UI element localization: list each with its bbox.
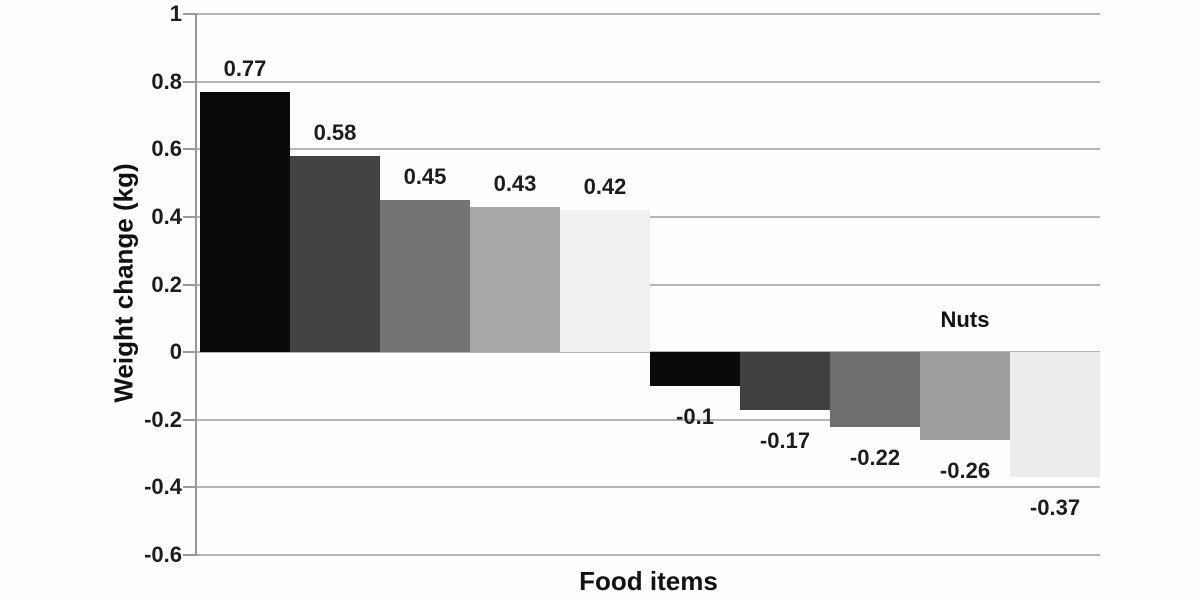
bar-value-label: 0.45	[403, 163, 447, 189]
y-axis-tick	[183, 486, 195, 489]
bar-value-label: 0.77	[223, 55, 267, 81]
y-axis-tick	[183, 554, 195, 556]
bar	[290, 156, 380, 353]
y-tick-label: 0.4	[151, 203, 182, 229]
bar	[1010, 352, 1100, 478]
bar	[560, 210, 650, 353]
bar-value-label: 0.43	[493, 170, 537, 196]
gridline	[197, 418, 1100, 421]
bar	[830, 352, 920, 427]
x-axis-title: Food items	[579, 566, 718, 596]
gridline	[197, 80, 1100, 83]
y-tick-label: 0.6	[151, 136, 182, 162]
y-tick-label: 1	[169, 1, 182, 26]
y-tick-label: -0.6	[144, 542, 182, 567]
bar-value-label: -0.22	[849, 444, 901, 470]
bar	[380, 199, 470, 353]
y-axis-tick	[183, 13, 195, 15]
y-axis-tick	[183, 215, 195, 218]
bar-value-label: 0.58	[313, 120, 357, 145]
bar	[920, 352, 1010, 441]
bar-value-label: 0.42	[583, 174, 627, 200]
y-tick-label: 0	[169, 339, 182, 365]
bar-value-label: -0.1	[676, 403, 714, 429]
y-tick-label: 0.8	[151, 68, 182, 94]
gridline	[197, 554, 1100, 556]
nuts-annotation: Nuts	[940, 307, 990, 332]
bar-value-label: -0.17	[759, 427, 811, 453]
bar	[200, 91, 290, 353]
bar-value-label: -0.37	[1029, 495, 1081, 521]
gridline	[197, 351, 1100, 354]
y-tick-label: 0.2	[151, 271, 182, 297]
y-axis-tick	[183, 148, 195, 151]
gridline	[197, 148, 1100, 151]
y-tick-label: -0.2	[144, 406, 182, 432]
y-tick-label: -0.4	[144, 474, 182, 500]
bar	[470, 206, 560, 353]
y-axis-tick	[183, 351, 195, 354]
bar	[740, 352, 830, 410]
y-axis-tick	[183, 283, 195, 286]
bar-value-label: -0.26	[939, 458, 991, 484]
bar	[650, 352, 740, 386]
y-axis-tick	[183, 418, 195, 421]
y-axis-tick	[183, 80, 195, 83]
gridline	[197, 486, 1100, 489]
gridline	[197, 13, 1100, 15]
y-axis-line	[195, 13, 197, 556]
